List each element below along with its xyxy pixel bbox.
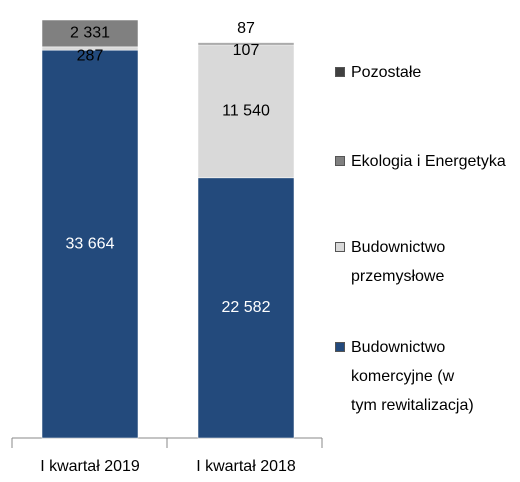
legend-item: Budownictwo przemysłowe <box>335 233 515 291</box>
legend-item: Ekologia i Energetyka <box>335 147 515 176</box>
data-label: 107 <box>233 42 260 59</box>
data-label: 2 331 <box>70 25 110 42</box>
legend-item: Pozostałe <box>335 58 515 87</box>
data-label: 87 <box>237 20 255 37</box>
legend-swatch <box>335 156 345 166</box>
legend-swatch <box>335 342 345 352</box>
legend-label: Budownictwo komercyjne (w tym rewitaliza… <box>351 339 474 414</box>
legend-label: Budownictwo przemysłowe <box>351 239 446 285</box>
data-label: 11 540 <box>222 103 270 120</box>
data-label: 287 <box>77 47 104 64</box>
legend-label: Ekologia i Energetyka <box>351 153 506 170</box>
bar-segment <box>41 19 139 48</box>
bar-segment <box>197 42 295 44</box>
legend-swatch <box>335 67 345 77</box>
bar-segment <box>197 177 295 439</box>
legend-swatch <box>335 242 345 252</box>
bar-segment <box>197 44 295 179</box>
data-label: 33 664 <box>66 235 115 252</box>
bar-segment <box>41 49 139 439</box>
legend-item: Budownictwo komercyjne (w tym rewitaliza… <box>335 333 515 420</box>
x-tick-label: I kwartał 2018 <box>196 458 296 475</box>
data-label: 22 582 <box>222 299 271 316</box>
x-tick-label: I kwartał 2019 <box>40 458 140 475</box>
legend-label: Pozostałe <box>351 64 422 81</box>
